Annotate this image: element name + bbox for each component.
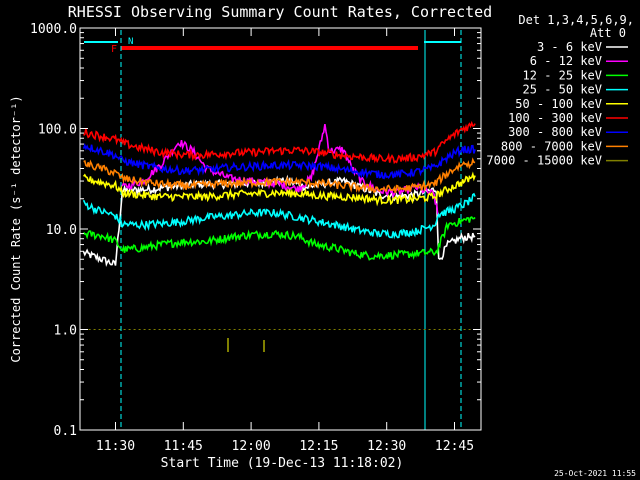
x-tick-label: 12:30	[367, 439, 406, 454]
legend-label: 800 - 7000 keV	[501, 139, 602, 153]
x-tick-label: 12:00	[232, 439, 271, 454]
legend-header-line2: Att 0	[590, 26, 626, 40]
y-tick-label: 0.1	[54, 424, 77, 439]
legend-label: 12 - 25 keV	[523, 68, 602, 82]
flare-flag-label: F	[111, 44, 117, 55]
legend-label: 100 - 300 keV	[508, 111, 602, 125]
y-tick-label: 1.0	[54, 324, 77, 339]
chart-title: RHESSI Observing Summary Count Rates, Co…	[68, 3, 492, 21]
legend-label: 25 - 50 keV	[523, 83, 602, 97]
series-line-100-300-keV	[83, 120, 476, 165]
x-axis-label: Start Time (19-Dec-13 11:18:02)	[161, 456, 404, 471]
legend-label: 6 - 12 keV	[530, 54, 602, 68]
series-line-25-50-keV	[82, 192, 476, 240]
legend-header-line1: Det 1,3,4,5,6,9,	[518, 13, 634, 27]
night-flag-label: N	[128, 37, 133, 47]
x-axis-ticks: 11:30 11:45 12:00 12:15 12:30 12:45	[96, 28, 474, 454]
y-tick-label: 1000.0	[30, 22, 77, 37]
y-tick-label: 10.0	[46, 223, 77, 238]
legend-label: 3 - 6 keV	[537, 40, 602, 54]
observation-flags: F N	[84, 30, 462, 430]
series-line-50-100-keV	[82, 171, 476, 207]
y-axis-ticks: 1000.0 100.0 10.0 1.0 0.1	[30, 22, 481, 439]
y-tick-label: 100.0	[38, 123, 77, 138]
series-line-300-800-keV	[82, 142, 476, 180]
date-stamp: 25-Oct-2021 11:55	[554, 469, 636, 478]
x-tick-label: 11:45	[164, 439, 203, 454]
x-tick-label: 11:30	[96, 439, 135, 454]
x-tick-label: 12:45	[435, 439, 474, 454]
y-axis-label: Corrected Count Rate (s⁻¹ detector⁻¹)	[9, 95, 23, 362]
legend-label: 300 - 800 keV	[508, 125, 602, 139]
series-line-12-25-keV	[82, 216, 476, 261]
legend-label: 50 - 100 keV	[515, 97, 602, 111]
x-tick-label: 12:15	[299, 439, 338, 454]
series-layer	[82, 120, 476, 330]
legend-label: 7000 - 15000 keV	[486, 154, 602, 168]
series-line-800-7000-keV	[83, 157, 476, 194]
